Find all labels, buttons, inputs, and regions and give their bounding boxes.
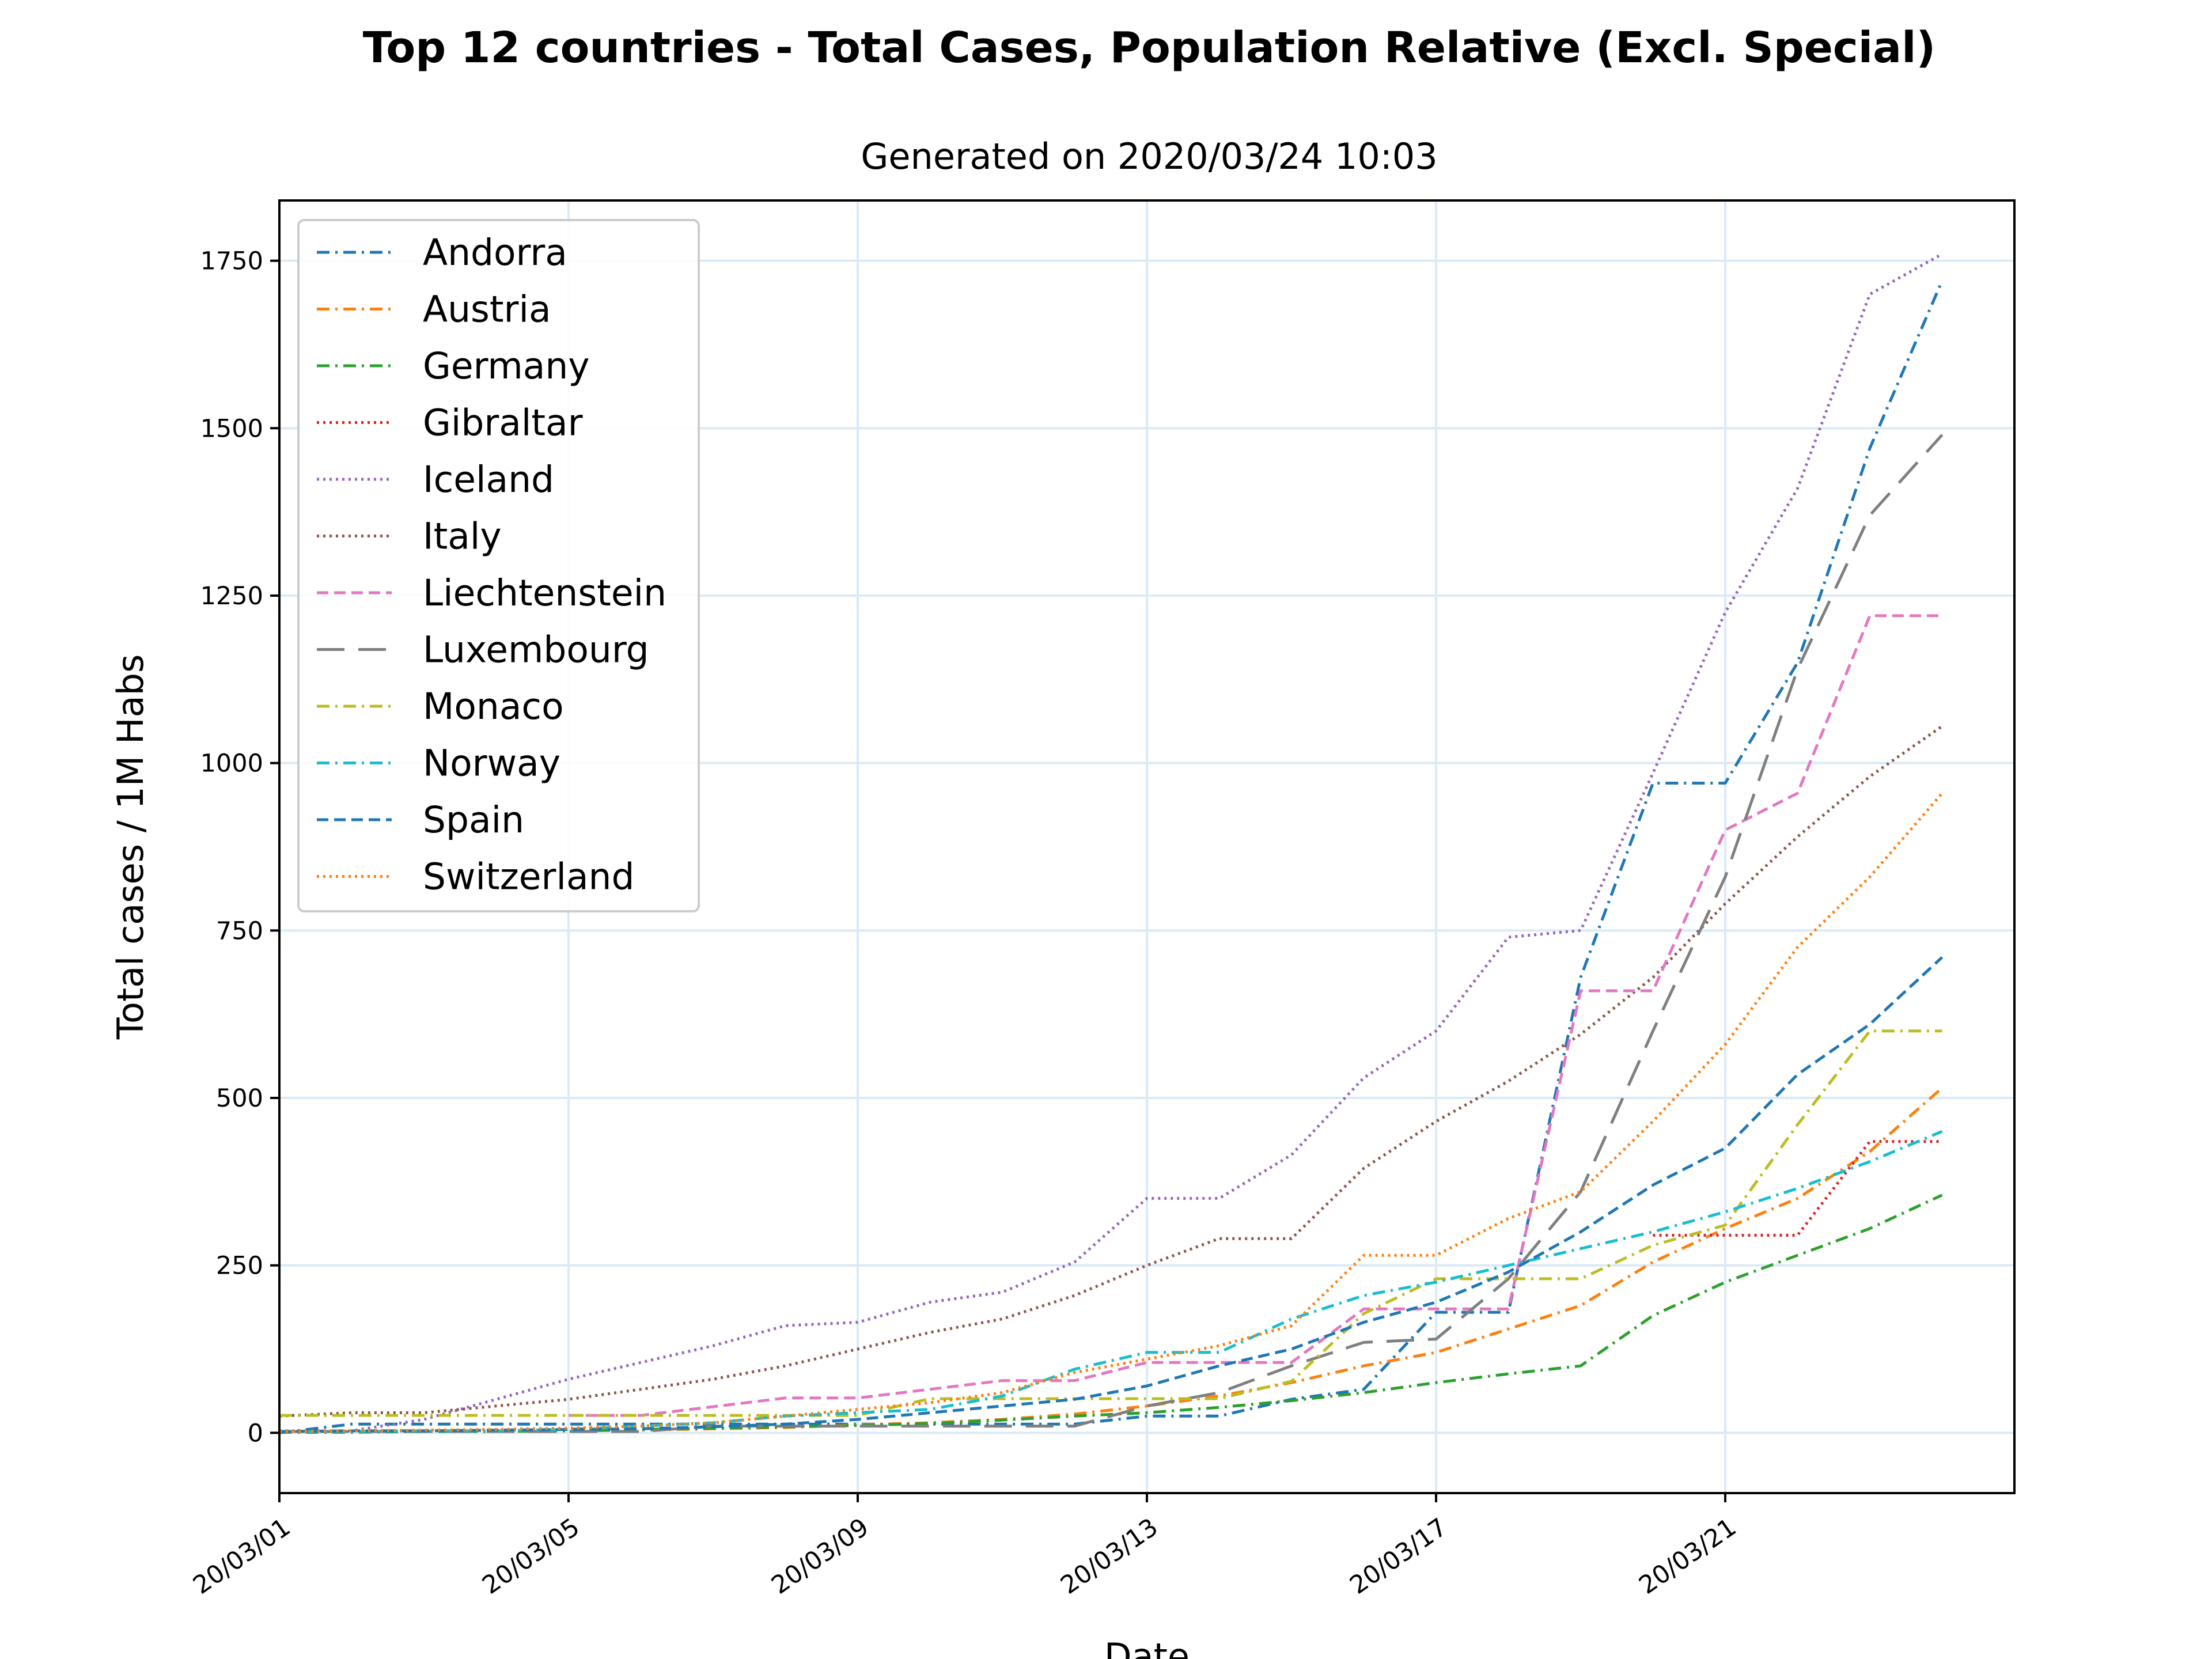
y-tick-label: 1500 xyxy=(200,414,263,443)
series-line-andorra xyxy=(279,280,1944,1434)
legend-label-gibraltar: Gibraltar xyxy=(423,402,583,444)
series-line-austria xyxy=(279,1086,1944,1434)
chart-title: Top 12 countries - Total Cases, Populati… xyxy=(363,23,1936,73)
x-tick-label: 20/03/17 xyxy=(1344,1513,1452,1600)
series-line-switzerland xyxy=(279,792,1944,1433)
series-line-gibraltar xyxy=(1653,1140,1942,1237)
legend-label-iceland: Iceland xyxy=(423,459,554,501)
chart-subtitle: Generated on 2020/03/24 10:03 xyxy=(861,135,1437,177)
series-line-germany xyxy=(279,1194,1943,1434)
x-tick-label: 20/03/09 xyxy=(766,1513,874,1600)
x-tick-label: 20/03/05 xyxy=(477,1513,585,1600)
legend-label-liechtenstein: Liechtenstein xyxy=(423,572,666,614)
y-tick-label: 750 xyxy=(216,916,263,945)
series-line-iceland xyxy=(279,252,1943,1433)
legend: Andorra Austria Germany Gibraltar Iceland Ita… xyxy=(297,219,700,912)
legend-label-norway: Norway xyxy=(423,743,560,785)
series-line-monaco xyxy=(279,1029,1942,1417)
legend-label-austria: Austria xyxy=(423,289,551,331)
y-tick-label: 1250 xyxy=(200,582,263,611)
legend-label-switzerland: Switzerland xyxy=(423,856,634,898)
x-axis-label: Date xyxy=(1104,1635,1190,1659)
data-series xyxy=(279,252,1944,1434)
y-axis-label: Total cases / 1M Habs xyxy=(109,654,151,1040)
legend-label-spain: Spain xyxy=(423,799,524,841)
legend-box xyxy=(297,219,700,912)
series-line-norway xyxy=(279,1130,1943,1433)
legend-label-luxembourg: Luxembourg xyxy=(423,629,649,671)
y-tick-label: 1750 xyxy=(200,247,263,276)
y-tick-label: 250 xyxy=(216,1252,263,1281)
legend-label-andorra: Andorra xyxy=(423,232,567,274)
y-tick-label: 500 xyxy=(216,1084,263,1113)
x-tick-label: 20/03/01 xyxy=(188,1513,296,1600)
legend-label-italy: Italy xyxy=(423,516,502,558)
series-line-liechtenstein xyxy=(569,614,1942,1417)
legend-label-germany: Germany xyxy=(423,345,590,387)
y-tick-label: 0 xyxy=(248,1419,263,1448)
x-tick-label: 20/03/21 xyxy=(1634,1513,1741,1600)
series-line-spain xyxy=(279,956,1944,1433)
y-tick-label: 1000 xyxy=(200,749,263,778)
x-tick-label: 20/03/13 xyxy=(1055,1513,1163,1600)
legend-label-monaco: Monaco xyxy=(423,685,564,728)
series-line-luxembourg xyxy=(279,434,1944,1433)
